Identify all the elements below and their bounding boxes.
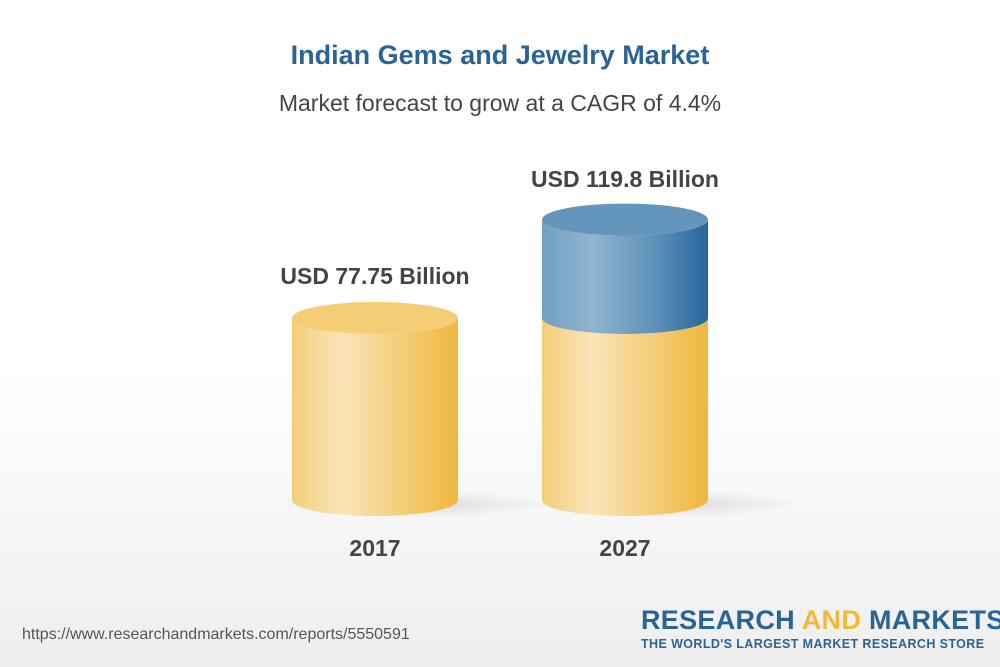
bar-growth-2027 <box>542 219 708 334</box>
bar-top-2017 <box>292 302 458 334</box>
bar-2027 <box>542 318 708 516</box>
research-and-markets-logo: RESEARCH AND MARKETS THE WORLD'S LARGEST… <box>641 605 1000 651</box>
x-tick-2017: 2017 <box>349 535 400 561</box>
chart-title: Indian Gems and Jewelry Market <box>290 40 710 70</box>
data-label-2017: USD 77.75 Billion <box>280 263 469 289</box>
chart-subtitle: Market forecast to grow at a CAGR of 4.4… <box>278 90 722 116</box>
bar-top-2027 <box>542 203 708 236</box>
logo-and: AND <box>801 605 862 635</box>
source-url[interactable]: https://www.researchandmarkets.com/repor… <box>22 626 410 643</box>
logo-research: RESEARCH <box>641 605 795 635</box>
logo-wordmark: RESEARCH AND MARKETS <box>641 605 1000 636</box>
data-label-2027: USD 119.8 Billion <box>531 166 719 192</box>
bar-2017 <box>292 318 458 516</box>
logo-markets: MARKETS <box>868 605 1000 635</box>
logo-tagline: THE WORLD'S LARGEST MARKET RESEARCH STOR… <box>641 637 985 651</box>
x-tick-2027: 2027 <box>599 535 650 561</box>
